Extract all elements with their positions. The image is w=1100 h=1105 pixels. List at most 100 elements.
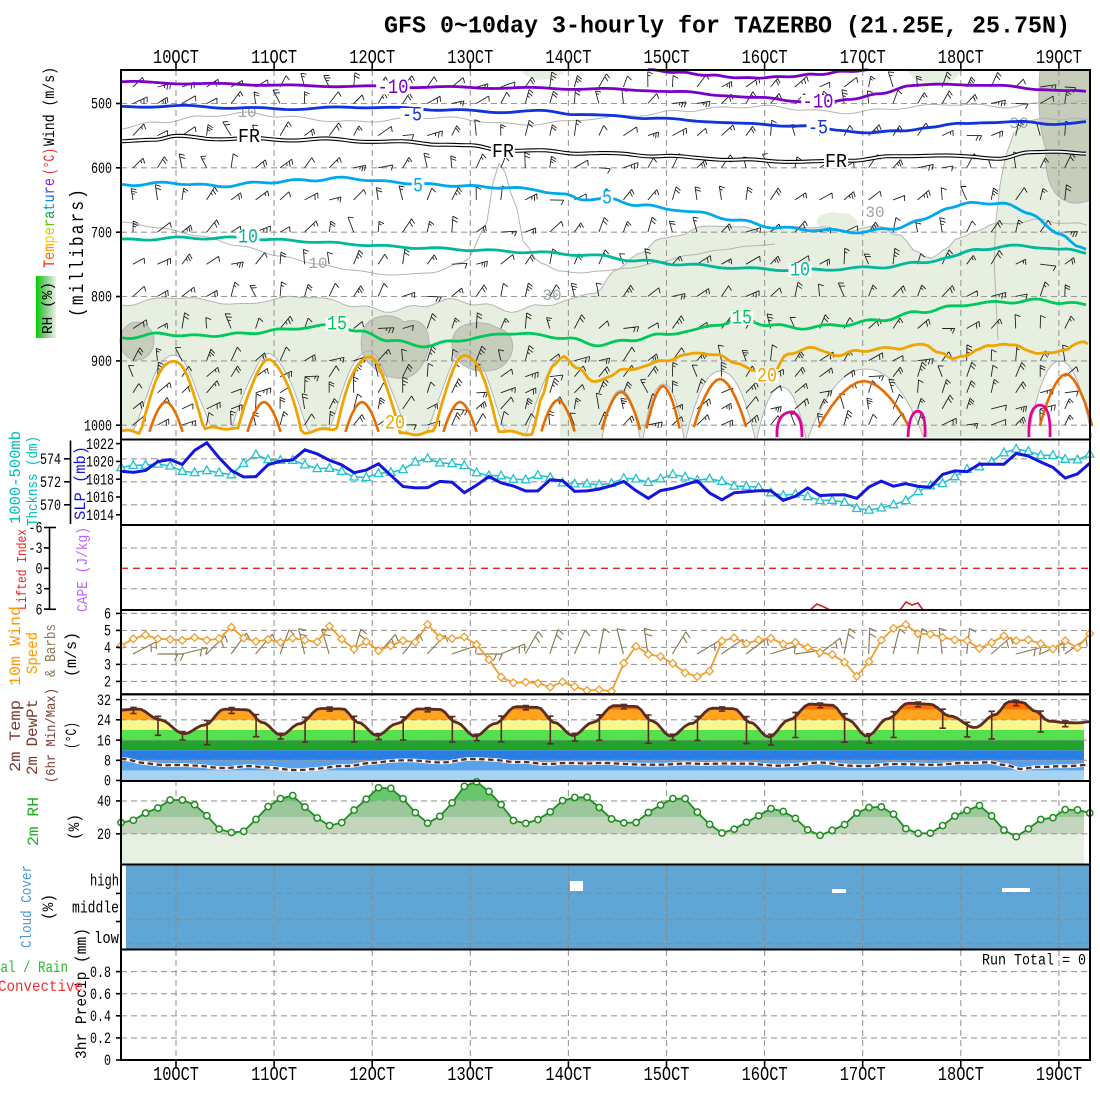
svg-text:12OCT: 12OCT bbox=[349, 1064, 395, 1086]
svg-text:5: 5 bbox=[413, 176, 423, 199]
svg-text:4: 4 bbox=[104, 640, 111, 658]
svg-text:18OCT: 18OCT bbox=[938, 47, 984, 69]
svg-text:Wind (m/s): Wind (m/s) bbox=[41, 67, 59, 146]
svg-text:30: 30 bbox=[1009, 115, 1028, 133]
svg-text:13OCT: 13OCT bbox=[447, 1064, 493, 1086]
svg-text:500: 500 bbox=[91, 96, 112, 114]
svg-text:GFS 0~10day 3-hourly for TAZER: GFS 0~10day 3-hourly for TAZERBO (21.25E… bbox=[384, 14, 1070, 41]
svg-text:0.4: 0.4 bbox=[90, 1008, 111, 1026]
svg-text:0.6: 0.6 bbox=[90, 986, 111, 1004]
svg-text:-10: -10 bbox=[803, 92, 834, 115]
svg-text:18OCT: 18OCT bbox=[938, 1064, 984, 1086]
svg-text:24: 24 bbox=[97, 712, 111, 730]
svg-text:low: low bbox=[94, 930, 120, 949]
svg-text:0.2: 0.2 bbox=[90, 1030, 111, 1048]
svg-text:1020: 1020 bbox=[86, 454, 114, 472]
svg-text:1022: 1022 bbox=[86, 436, 114, 454]
svg-text:1014: 1014 bbox=[86, 507, 114, 525]
svg-text:16OCT: 16OCT bbox=[742, 1064, 788, 1086]
svg-text:-5: -5 bbox=[402, 105, 422, 128]
svg-text:600: 600 bbox=[91, 160, 112, 178]
svg-text:14OCT: 14OCT bbox=[545, 47, 591, 69]
svg-text:-3: -3 bbox=[29, 540, 43, 558]
svg-text:2m DewPt: 2m DewPt bbox=[24, 699, 42, 775]
svg-text:17OCT: 17OCT bbox=[840, 47, 886, 69]
svg-text:1016: 1016 bbox=[86, 489, 114, 507]
svg-text:12OCT: 12OCT bbox=[349, 47, 395, 69]
svg-text:10m Wind: 10m Wind bbox=[7, 606, 25, 686]
svg-text:10: 10 bbox=[308, 255, 327, 273]
svg-text:1000: 1000 bbox=[84, 417, 112, 435]
svg-text:3: 3 bbox=[36, 581, 43, 599]
svg-text:(millibars): (millibars) bbox=[67, 187, 89, 317]
svg-text:(6hr Min/Max): (6hr Min/Max) bbox=[44, 688, 60, 783]
svg-text:Total / Rain: Total / Rain bbox=[0, 959, 68, 977]
svg-text:2: 2 bbox=[104, 674, 111, 692]
svg-text:15: 15 bbox=[732, 308, 752, 331]
svg-text:572: 572 bbox=[40, 474, 61, 492]
svg-text:2m Temp: 2m Temp bbox=[7, 700, 25, 772]
svg-text:CAPE (J/kg): CAPE (J/kg) bbox=[75, 527, 92, 612]
svg-text:10: 10 bbox=[238, 227, 258, 250]
svg-text:-10: -10 bbox=[378, 77, 409, 100]
svg-text:FR: FR bbox=[825, 151, 847, 173]
svg-text:10: 10 bbox=[790, 260, 810, 283]
svg-text:(°C): (°C) bbox=[63, 722, 81, 749]
svg-text:15OCT: 15OCT bbox=[644, 1064, 690, 1086]
svg-text:6: 6 bbox=[104, 606, 111, 624]
svg-text:15: 15 bbox=[327, 314, 347, 337]
svg-text:high: high bbox=[90, 873, 119, 892]
svg-text:5: 5 bbox=[104, 623, 111, 641]
svg-text:-5: -5 bbox=[808, 118, 828, 141]
svg-text:900: 900 bbox=[91, 353, 112, 371]
svg-text:11OCT: 11OCT bbox=[251, 1064, 297, 1086]
svg-text:Temperature: Temperature bbox=[41, 178, 59, 268]
svg-text:Thcknss (dm): Thcknss (dm) bbox=[25, 436, 42, 526]
svg-text:10OCT: 10OCT bbox=[153, 1064, 199, 1086]
svg-text:15OCT: 15OCT bbox=[644, 47, 690, 69]
svg-text:Run Total = 0: Run Total = 0 bbox=[982, 952, 1086, 970]
svg-text:6: 6 bbox=[36, 601, 43, 619]
svg-text:(°C): (°C) bbox=[41, 148, 59, 175]
svg-text:1018: 1018 bbox=[86, 471, 114, 489]
svg-text:& Barbs: & Barbs bbox=[43, 624, 60, 677]
svg-text:3hr Precip (mm): 3hr Precip (mm) bbox=[73, 928, 91, 1059]
svg-text:3: 3 bbox=[104, 657, 111, 675]
svg-text:0: 0 bbox=[36, 561, 43, 579]
svg-text:16OCT: 16OCT bbox=[742, 47, 788, 69]
svg-text:FR: FR bbox=[238, 126, 260, 148]
svg-text:Lifted Index: Lifted Index bbox=[15, 529, 31, 610]
svg-text:0.8: 0.8 bbox=[90, 964, 111, 982]
svg-text:Cloud Cover: Cloud Cover bbox=[19, 865, 36, 948]
svg-text:32: 32 bbox=[97, 692, 111, 710]
svg-text:574: 574 bbox=[40, 451, 61, 469]
svg-text:SLP (mb): SLP (mb) bbox=[72, 446, 90, 520]
svg-text:700: 700 bbox=[91, 224, 112, 242]
svg-text:570: 570 bbox=[40, 497, 61, 515]
svg-text:middle: middle bbox=[72, 900, 119, 919]
svg-text:20: 20 bbox=[385, 413, 405, 436]
svg-text:RH (%): RH (%) bbox=[40, 282, 57, 334]
svg-text:Convective: Convective bbox=[0, 978, 83, 996]
svg-text:(m/s): (m/s) bbox=[63, 632, 81, 677]
svg-text:Speed: Speed bbox=[24, 632, 42, 674]
svg-text:5: 5 bbox=[602, 188, 612, 211]
svg-text:20: 20 bbox=[97, 826, 111, 844]
svg-text:(%): (%) bbox=[40, 894, 58, 920]
svg-text:0: 0 bbox=[104, 773, 111, 791]
svg-text:14OCT: 14OCT bbox=[545, 1064, 591, 1086]
svg-text:1000-500mb: 1000-500mb bbox=[7, 431, 25, 524]
svg-text:20: 20 bbox=[757, 366, 777, 389]
svg-text:40: 40 bbox=[97, 793, 111, 811]
svg-text:-6: -6 bbox=[29, 520, 43, 538]
svg-text:30: 30 bbox=[865, 204, 884, 222]
svg-text:2m RH: 2m RH bbox=[25, 797, 43, 846]
svg-text:0: 0 bbox=[104, 1052, 111, 1070]
svg-text:19OCT: 19OCT bbox=[1036, 1064, 1082, 1086]
svg-text:FR: FR bbox=[492, 141, 514, 163]
svg-text:19OCT: 19OCT bbox=[1036, 47, 1082, 69]
svg-text:(%): (%) bbox=[66, 814, 84, 840]
svg-text:8: 8 bbox=[104, 753, 111, 771]
svg-text:16: 16 bbox=[97, 732, 111, 750]
svg-text:11OCT: 11OCT bbox=[251, 47, 297, 69]
